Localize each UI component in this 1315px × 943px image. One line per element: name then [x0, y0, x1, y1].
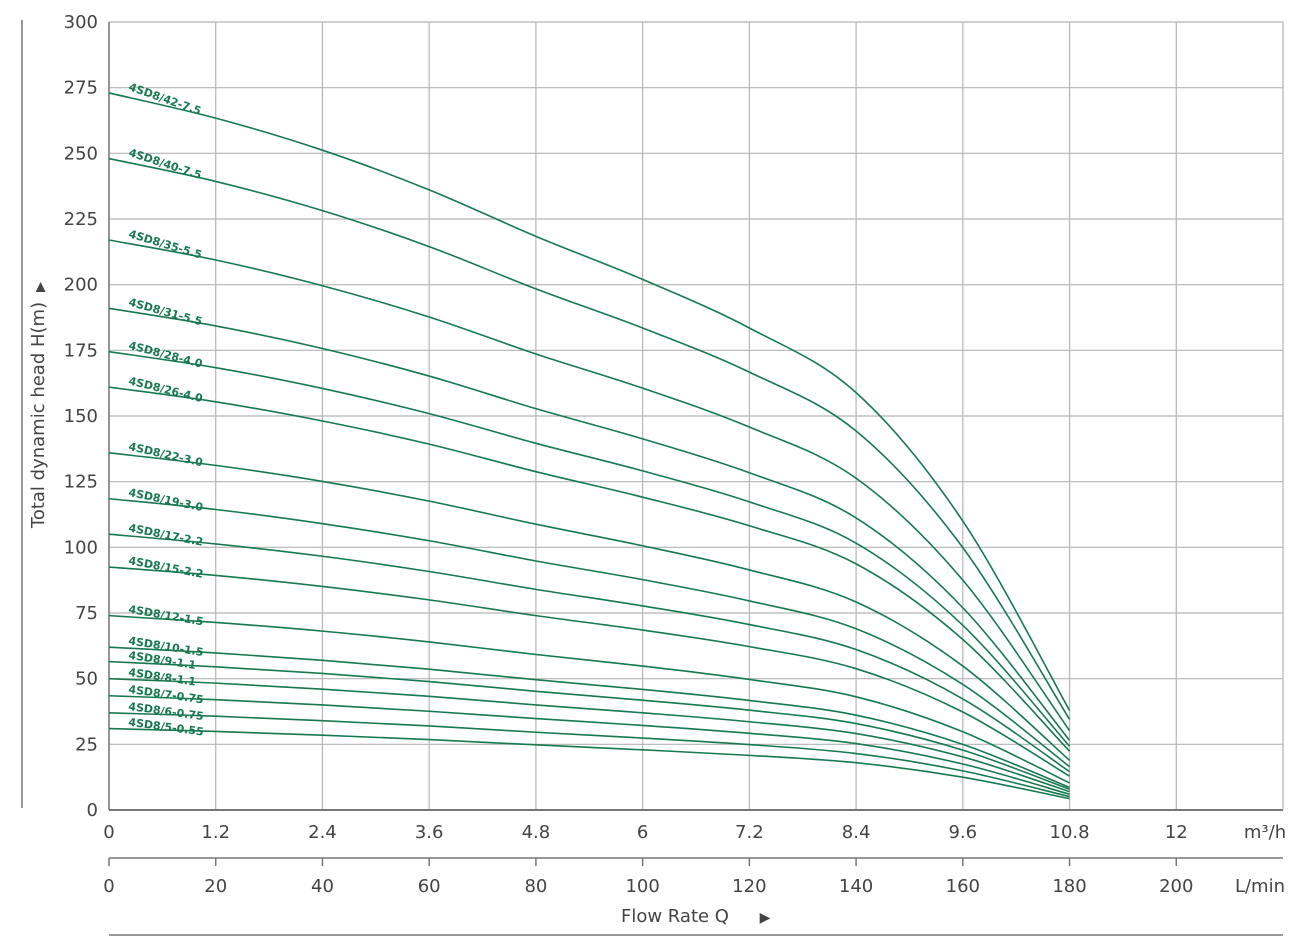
- series-line: [108, 92, 1071, 711]
- y-tick-label: 75: [75, 603, 98, 624]
- y-tick-label: 125: [64, 472, 98, 493]
- x2-tick-label: 60: [418, 876, 441, 897]
- y-tick-label: 100: [64, 537, 98, 558]
- y-tick-label: 300: [64, 12, 98, 33]
- x2-tick-label: 20: [204, 876, 227, 897]
- series-label: 4SD8/12-1.5: [127, 603, 204, 629]
- series-line: [108, 694, 1070, 796]
- x2-tick-label: 160: [946, 876, 980, 897]
- series-label: 4SD8/28-4.0: [127, 339, 204, 371]
- x2-tick-label: 40: [311, 876, 334, 897]
- y-tick-label: 50: [75, 669, 98, 690]
- series-label: 4SD8/17-2.2: [127, 521, 204, 548]
- x-tick-label: 12: [1165, 822, 1188, 843]
- series-line: [108, 497, 1071, 768]
- x-tick-label: 9.6: [948, 822, 977, 843]
- series-line: [108, 157, 1071, 720]
- x-tick-label: 6: [637, 822, 648, 843]
- x2-tick-label: 200: [1159, 876, 1193, 897]
- x2-unit-label: L/min: [1235, 876, 1285, 897]
- x2-tick-label: 100: [625, 876, 659, 897]
- series-label: 4SD8/35-5.5: [127, 227, 203, 261]
- x2-tick-label: 0: [103, 876, 114, 897]
- x-axis-arrow: ▶: [760, 910, 771, 926]
- y-tick-label: 225: [64, 209, 98, 230]
- x-tick-label: 8.4: [842, 822, 871, 843]
- series-line: [108, 677, 1070, 793]
- x-axis-title: Flow Rate Q: [621, 906, 729, 927]
- x-unit-label: m³/h: [1244, 822, 1286, 843]
- x2-tick-label: 140: [839, 876, 873, 897]
- series-label: 4SD8/19-3.0: [127, 486, 204, 514]
- y-axis-title: Total dynamic head H(m): [28, 302, 49, 529]
- x-tick-label: 0: [103, 822, 114, 843]
- x-tick-label: 3.6: [415, 822, 444, 843]
- x2-tick-label: 180: [1052, 876, 1086, 897]
- series-line: [108, 614, 1070, 784]
- series-line: [108, 386, 1071, 752]
- series-label: 4SD8/22-3.0: [127, 440, 204, 469]
- series-line: [108, 307, 1071, 741]
- x-tick-label: 2.4: [308, 822, 337, 843]
- series-label: 4SD8/31-5.5: [127, 296, 203, 329]
- x2-tick-label: 120: [732, 876, 766, 897]
- series-line: [108, 660, 1070, 791]
- series-label: 4SD8/26-4.0: [127, 374, 204, 405]
- series-line: [108, 566, 1070, 777]
- y-axis-arrow: ▶: [33, 282, 48, 292]
- series-line: [108, 533, 1071, 773]
- x-tick-label: 1.2: [201, 822, 230, 843]
- y-tick-label: 25: [75, 734, 98, 755]
- series-line: [108, 727, 1070, 800]
- series-line: [108, 646, 1070, 789]
- y-tick-label: 0: [87, 800, 98, 821]
- x-tick-label: 10.8: [1050, 822, 1090, 843]
- x-tick-label: 4.8: [522, 822, 551, 843]
- y-tick-label: 200: [64, 275, 98, 296]
- series-line: [108, 451, 1071, 761]
- series-line: [108, 350, 1071, 747]
- y-tick-label: 275: [64, 78, 98, 99]
- y-tick-label: 250: [64, 143, 98, 164]
- series-line: [108, 712, 1070, 798]
- y-tick-label: 175: [64, 340, 98, 361]
- x2-tick-label: 80: [524, 876, 547, 897]
- series-line: [108, 239, 1071, 732]
- x-tick-label: 7.2: [735, 822, 764, 843]
- series-label: 4SD8/15-2.2: [127, 554, 204, 581]
- y-tick-label: 150: [64, 406, 98, 427]
